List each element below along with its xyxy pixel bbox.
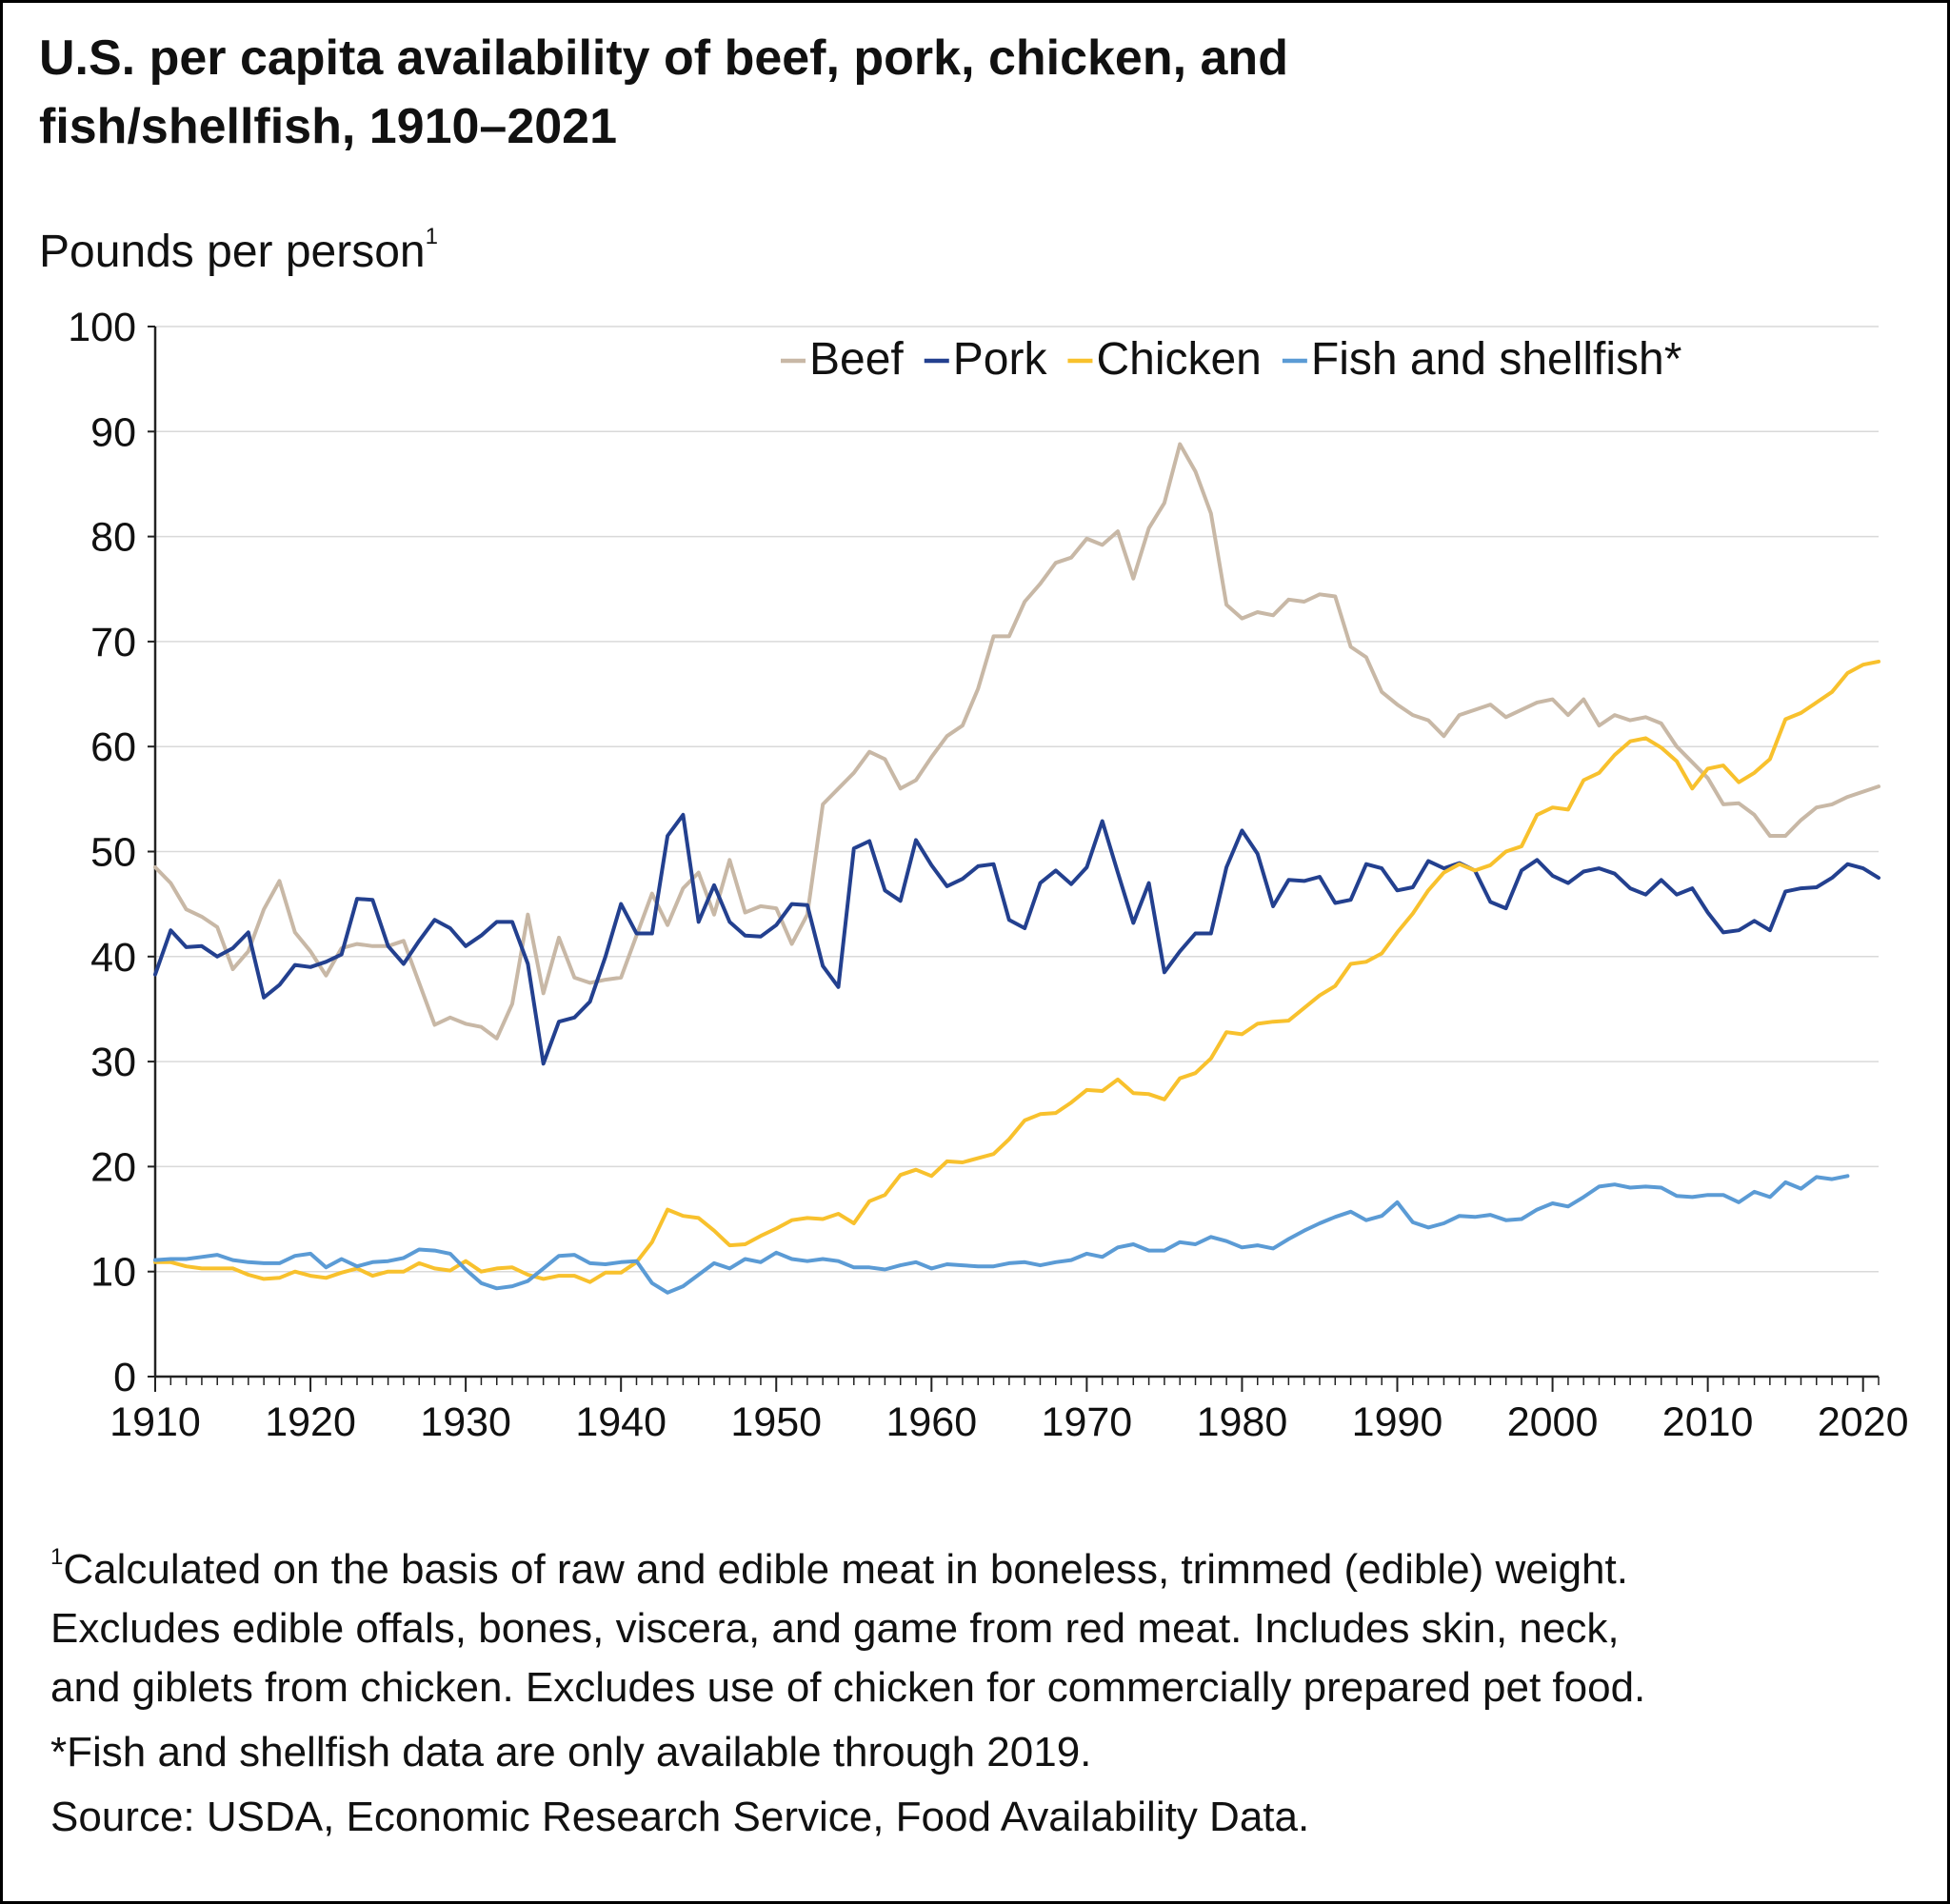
series-line-pork xyxy=(153,812,1880,1066)
y-tick-label-60: 60 xyxy=(90,724,136,770)
chart-title-line-2: fish/shellfish, 1910–2021 xyxy=(39,99,618,154)
y-tick-label-80: 80 xyxy=(90,515,136,561)
x-tick-label-1970: 1970 xyxy=(1042,1399,1133,1445)
series-line-chicken xyxy=(153,659,1880,1284)
series-line-fish-and-shellfish xyxy=(153,1174,1850,1295)
footnote-text-line-3: and giblets from chicken. Excludes use o… xyxy=(50,1664,1646,1711)
footnote-marker: 1 xyxy=(50,1544,64,1570)
footnote-text-line-2: Excludes edible offals, bones, viscera, … xyxy=(50,1605,1620,1652)
y-tick-label-70: 70 xyxy=(90,620,136,665)
x-tick-label-1910: 1910 xyxy=(109,1399,201,1445)
x-tick-label-1990: 1990 xyxy=(1352,1399,1443,1445)
line-chart: 0 10 20 30 40 50 60 70 80 90 100 1910 1920 1930 1940 19… xyxy=(68,305,1908,1445)
legend-label-fish-and-shellfish: Fish and shellfish* xyxy=(1311,334,1682,385)
fish-data-note: *Fish and shellfish data are only availa… xyxy=(50,1729,1092,1775)
legend-label-pork: Pork xyxy=(953,334,1048,385)
y-axis-label: Pounds per person1 xyxy=(39,224,438,278)
y-tick-label-20: 20 xyxy=(90,1144,136,1190)
x-tick-label-1930: 1930 xyxy=(420,1399,511,1445)
y-tick-label-30: 30 xyxy=(90,1040,136,1085)
series-lines xyxy=(153,442,1880,1295)
chart-title: U.S. per capita availability of beef, po… xyxy=(39,24,1848,161)
source-note: Source: USDA, Economic Research Service,… xyxy=(50,1794,1310,1840)
chart-notes: 1Calculated on the basis of raw and edib… xyxy=(50,1528,1917,1847)
chart-title-line-1: U.S. per capita availability of beef, po… xyxy=(39,30,1288,86)
x-tick-label-2000: 2000 xyxy=(1507,1399,1599,1445)
x-tick-label-1960: 1960 xyxy=(885,1399,977,1445)
x-tick-label-1940: 1940 xyxy=(575,1399,667,1445)
y-tick-label-40: 40 xyxy=(90,935,136,981)
gridlines xyxy=(155,326,1879,1273)
legend-label-chicken: Chicken xyxy=(1096,334,1261,385)
footnote-1: 1Calculated on the basis of raw and edib… xyxy=(50,1528,1917,1599)
axes: 0 10 20 30 40 50 60 70 80 90 100 1910 1920 1930 1940 19… xyxy=(68,305,1908,1445)
footnote-text-line-1: Calculated on the basis of raw and edibl… xyxy=(63,1546,1628,1593)
y-axis-label-footnote-marker: 1 xyxy=(425,224,438,249)
x-tick-label-1920: 1920 xyxy=(265,1399,356,1445)
legend-label-beef: Beef xyxy=(809,334,904,385)
y-tick-label-10: 10 xyxy=(90,1250,136,1296)
y-tick-label-50: 50 xyxy=(90,830,136,876)
y-tick-label-0: 0 xyxy=(113,1355,136,1400)
x-tick-label-1950: 1950 xyxy=(730,1399,822,1445)
legend: Beef Pork Chicken Fish and shellfish* xyxy=(781,334,1681,385)
y-tick-label-90: 90 xyxy=(90,409,136,455)
y-tick-label-100: 100 xyxy=(68,305,136,350)
x-tick-label-1980: 1980 xyxy=(1197,1399,1288,1445)
x-tick-label-2010: 2010 xyxy=(1662,1399,1754,1445)
series-line-beef xyxy=(153,442,1880,1041)
y-axis-label-text: Pounds per person xyxy=(39,227,426,277)
x-tick-label-2020: 2020 xyxy=(1818,1399,1909,1445)
